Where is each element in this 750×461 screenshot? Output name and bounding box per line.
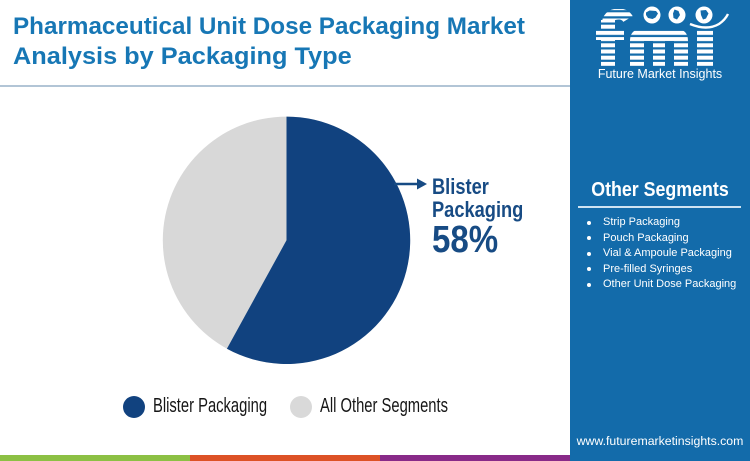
svg-text:Future Market Insights: Future Market Insights [598, 67, 722, 81]
